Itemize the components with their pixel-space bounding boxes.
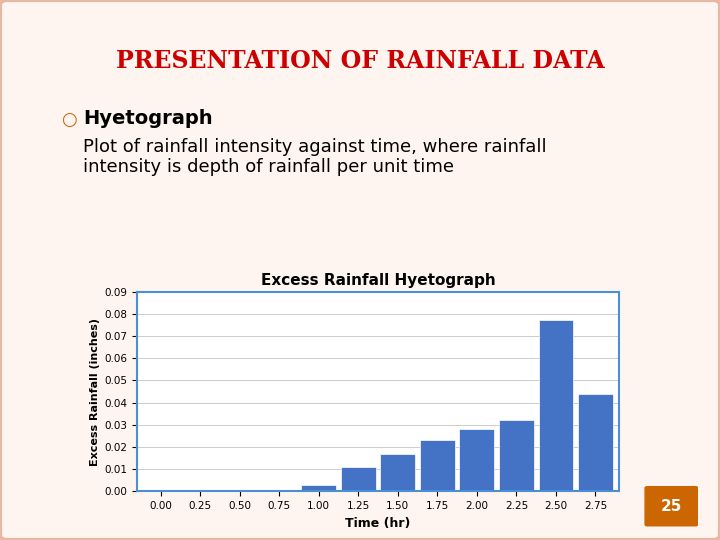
Bar (301, 485, 336, 491)
Bar (459, 429, 494, 491)
FancyBboxPatch shape (644, 486, 698, 526)
Text: Plot of rainfall intensity against time, where rainfall
intensity is depth of ra: Plot of rainfall intensity against time,… (83, 138, 546, 177)
Bar (499, 420, 534, 491)
X-axis label: Time (hr): Time (hr) (346, 517, 410, 530)
Text: 25: 25 (661, 499, 682, 514)
Bar (420, 440, 455, 491)
Text: PRESENTATION OF RAINFALL DATA: PRESENTATION OF RAINFALL DATA (116, 49, 604, 72)
Bar (341, 467, 376, 491)
Bar (539, 320, 573, 491)
Text: ○: ○ (61, 111, 77, 129)
Title: Excess Rainfall Hyetograph: Excess Rainfall Hyetograph (261, 273, 495, 288)
Text: Hyetograph: Hyetograph (83, 109, 212, 128)
Bar (380, 454, 415, 491)
Y-axis label: Excess Rainfall (inches): Excess Rainfall (inches) (90, 318, 100, 465)
Bar (578, 394, 613, 491)
